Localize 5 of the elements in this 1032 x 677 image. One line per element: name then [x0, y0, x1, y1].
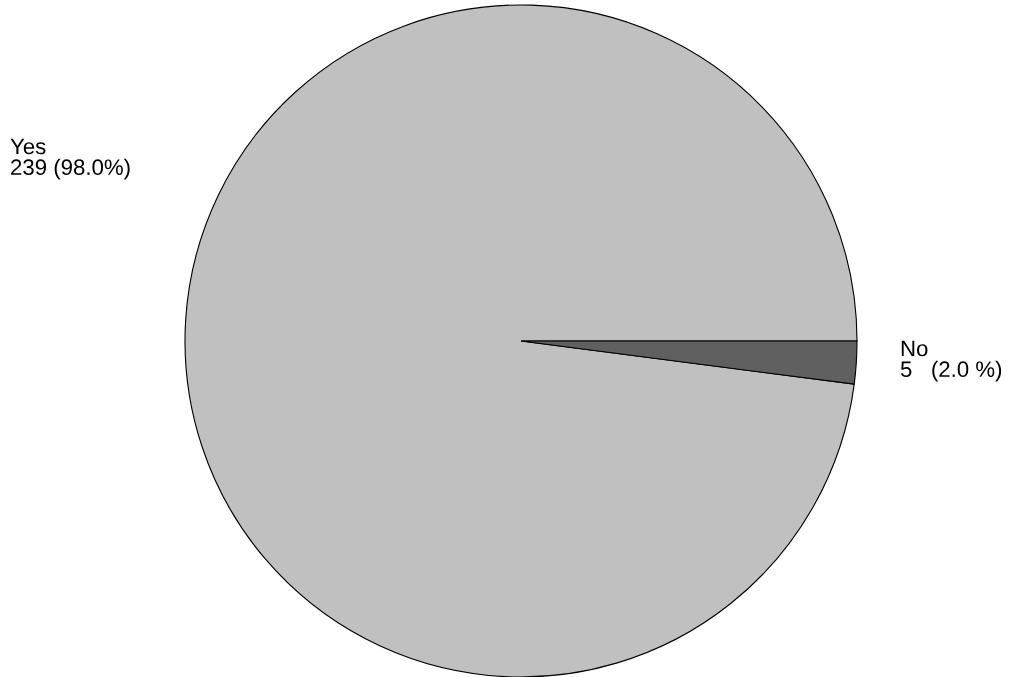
pie-slice [184, 4, 858, 677]
data-label: 5 (2.0 %) [900, 360, 1002, 382]
slice-label: No [901, 340, 928, 357]
data-label: 239 (98.0%) [11, 158, 130, 180]
slice-label: Yes [10, 138, 46, 155]
